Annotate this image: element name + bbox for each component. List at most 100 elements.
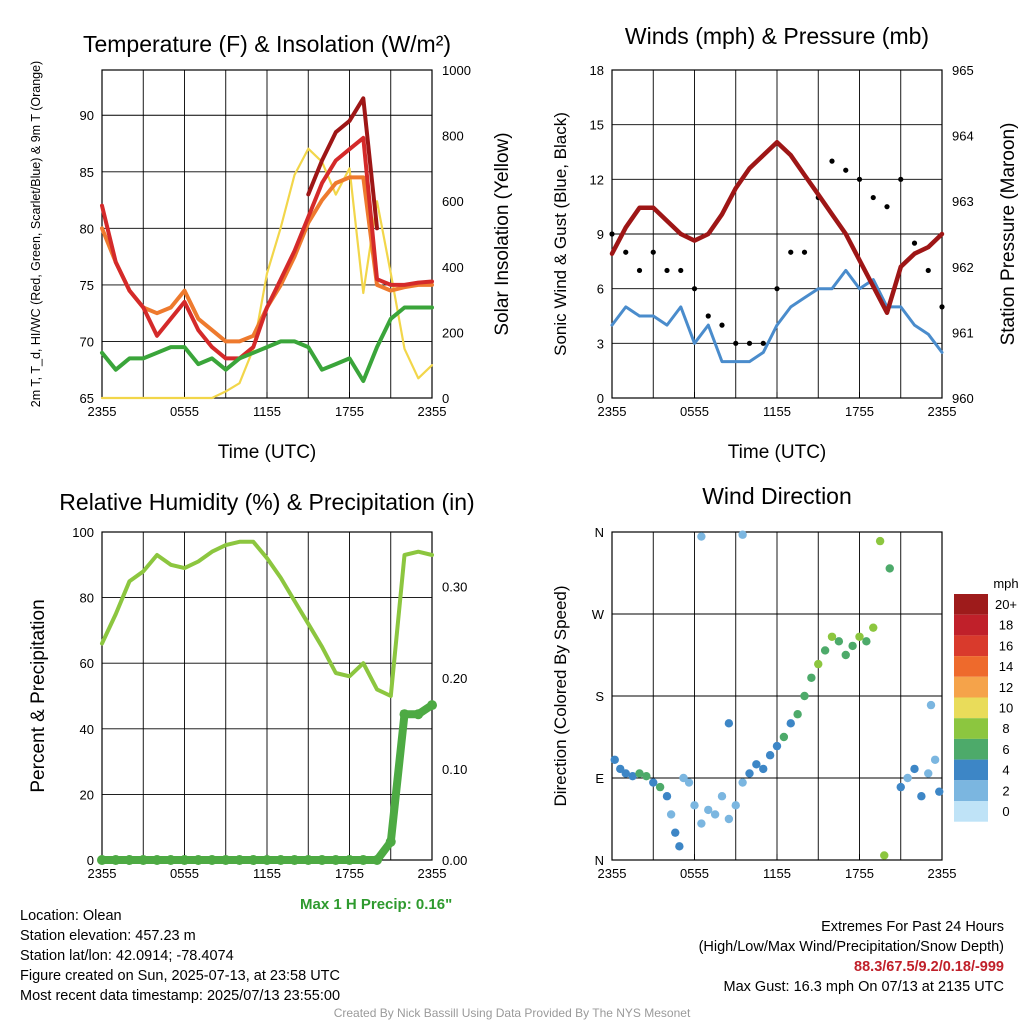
direction-point <box>628 771 637 781</box>
direction-point <box>820 646 830 655</box>
y-tick-label: N <box>595 853 604 868</box>
colorbar-swatch <box>954 718 988 739</box>
direction-point <box>875 536 885 546</box>
colorbar-swatch <box>954 738 988 760</box>
gust-point <box>719 322 725 328</box>
direction-point <box>635 769 644 778</box>
x-tick-label: 0555 <box>170 404 199 419</box>
x-tick-label: 1155 <box>253 866 281 881</box>
y-right-tick-label: 964 <box>952 129 974 144</box>
y-tick-label: 60 <box>80 656 94 671</box>
x-tick-label: 1755 <box>335 866 364 881</box>
colorbar-swatch <box>954 801 988 822</box>
direction-point <box>662 792 672 801</box>
colorbar-tick-label: 16 <box>999 638 1013 653</box>
colorbar-tick-label: 12 <box>999 680 1013 695</box>
colorbar-swatch <box>954 635 988 657</box>
x-tick-label: 2355 <box>88 404 117 419</box>
direction-point <box>855 632 864 641</box>
direction-point <box>786 719 795 728</box>
chart-title: Relative Humidity (%) & Precipitation (i… <box>59 489 474 515</box>
direction-point <box>917 792 926 801</box>
series-line <box>609 139 945 315</box>
direction-point <box>930 755 940 764</box>
extremes-values: 88.3/67.5/9.2/0.18/-999 <box>854 959 1004 975</box>
direction-point <box>690 801 699 810</box>
y-tick-label: 20 <box>80 787 94 802</box>
y-tick-label: 9 <box>597 227 604 242</box>
y-tick-label: S <box>595 689 604 704</box>
precip-line <box>98 701 436 864</box>
direction-point <box>717 792 727 801</box>
direction-point <box>834 637 844 646</box>
y-right-tick-label: 0 <box>442 391 449 406</box>
y-axis-label-right: Solar Insolation (Yellow) <box>492 132 513 335</box>
direction-point <box>724 814 734 824</box>
colorbar-unit-label: mph <box>993 576 1018 591</box>
direction-point <box>724 719 734 728</box>
direction-point <box>848 641 857 651</box>
direction-point <box>731 801 740 810</box>
direction-point <box>772 741 782 751</box>
direction-point <box>752 760 761 769</box>
location-text: Location: Olean <box>20 908 122 924</box>
direction-point <box>814 659 823 669</box>
gust-point <box>939 304 945 310</box>
direction-point <box>697 532 706 541</box>
gust-point <box>760 340 766 346</box>
gust-point <box>733 340 739 346</box>
chart-panel-1: 2355 0555 1155 1755 235565707580859002004006… <box>80 31 471 463</box>
y-right-tick-label: 965 <box>952 63 974 78</box>
max-gust-text: Max Gust: 16.3 mph On 07/13 at 2135 UTC <box>723 979 1004 995</box>
y-tick-label: N <box>595 525 604 540</box>
chart-title: Winds (mph) & Pressure (mb) <box>625 23 929 49</box>
extremes-title: Extremes For Past 24 Hours <box>821 919 1004 935</box>
y-tick-label: 15 <box>590 118 604 133</box>
y-tick-label: 6 <box>597 282 604 297</box>
direction-point <box>759 764 768 774</box>
direction-point <box>697 819 706 828</box>
y-tick-label: 65 <box>80 391 94 406</box>
y-tick-label: 3 <box>597 336 604 351</box>
max-precip-annotation: Max 1 H Precip: 0.16" <box>300 896 453 913</box>
y-right-tick-label: 961 <box>952 325 974 340</box>
y-tick-label: 75 <box>80 278 94 293</box>
y-axis-label: Percent & Precipitation <box>28 599 49 792</box>
direction-point <box>621 769 630 778</box>
direction-point <box>779 732 789 742</box>
y-right-tick-label: 0.00 <box>442 853 467 868</box>
y-tick-label: 80 <box>80 221 94 236</box>
gust-point <box>636 267 643 274</box>
direction-point <box>684 778 694 787</box>
series-line <box>100 305 434 383</box>
x-tick-label: 0555 <box>680 404 709 419</box>
y-tick-label: 18 <box>590 63 604 78</box>
direction-point <box>738 530 747 539</box>
gust-point <box>609 231 615 237</box>
x-tick-label: 2355 <box>598 404 627 419</box>
gust-point <box>911 240 918 246</box>
x-tick-label: 2355 <box>418 866 447 881</box>
y-tick-label: 100 <box>72 525 94 540</box>
y-axis-label: 2m T, T_d, HI/WC (Red, Green, Scarlet/Bl… <box>29 61 43 407</box>
x-axis-label: Time (UTC) <box>218 442 317 463</box>
x-tick-label: 2355 <box>928 404 957 419</box>
x-tick-label: 2355 <box>418 404 447 419</box>
colorbar-swatch <box>954 697 988 719</box>
gust-point <box>870 194 876 201</box>
direction-point <box>800 691 809 701</box>
y-axis-label-right: Station Pressure (Maroon) <box>998 123 1019 346</box>
gust-point <box>705 313 711 319</box>
chart-panel-3: 2355 0555 1155 1755 23550204060801000.000.10… <box>59 489 474 881</box>
colorbar-tick-label: 14 <box>999 659 1013 674</box>
colorbar-swatch <box>954 759 988 781</box>
direction-point <box>807 673 816 682</box>
colorbar-tick-label: 10 <box>999 701 1013 716</box>
y-right-tick-label: 1000 <box>442 63 471 78</box>
y-tick-label: 70 <box>80 334 94 349</box>
direction-point <box>655 782 665 792</box>
gust-point <box>829 158 835 164</box>
gust-point <box>691 286 698 292</box>
direction-point <box>710 810 720 819</box>
